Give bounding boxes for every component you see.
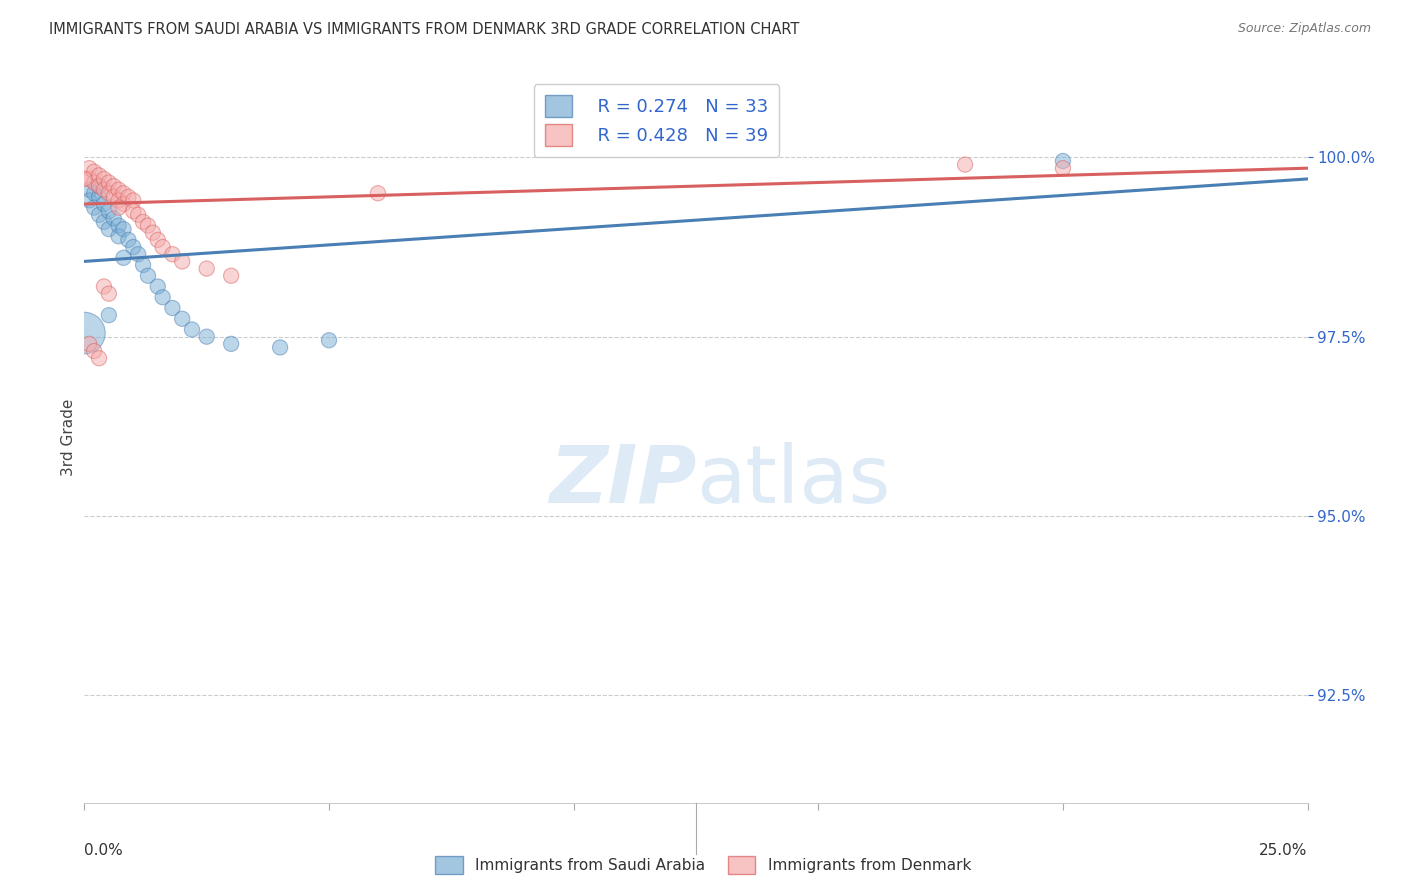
- Point: [97, 204, 120, 219]
- Point: [103, 211, 125, 226]
- Point: [77, 183, 100, 197]
- Point: [117, 190, 139, 204]
- Point: [87, 208, 110, 222]
- Point: [112, 222, 135, 236]
- Text: IMMIGRANTS FROM SAUDI ARABIA VS IMMIGRANTS FROM DENMARK 3RD GRADE CORRELATION CH: IMMIGRANTS FROM SAUDI ARABIA VS IMMIGRAN…: [49, 22, 800, 37]
- Point: [97, 286, 120, 301]
- Point: [117, 233, 139, 247]
- Point: [73, 172, 96, 186]
- Point: [93, 183, 115, 197]
- Point: [83, 186, 105, 201]
- Point: [107, 194, 129, 208]
- Point: [146, 279, 169, 293]
- Point: [953, 158, 976, 172]
- Legend: Immigrants from Saudi Arabia, Immigrants from Denmark: Immigrants from Saudi Arabia, Immigrants…: [429, 850, 977, 880]
- Point: [181, 322, 204, 336]
- Point: [219, 336, 242, 351]
- Point: [132, 258, 155, 272]
- Text: 25.0%: 25.0%: [1260, 843, 1308, 858]
- Point: [103, 179, 125, 194]
- Point: [152, 240, 174, 254]
- Text: 0.0%: 0.0%: [84, 843, 124, 858]
- Point: [112, 186, 135, 201]
- Point: [83, 201, 105, 215]
- Point: [103, 190, 125, 204]
- Point: [97, 308, 120, 322]
- Point: [77, 172, 100, 186]
- Point: [93, 172, 115, 186]
- Point: [219, 268, 242, 283]
- Point: [132, 215, 155, 229]
- Point: [83, 165, 105, 179]
- Point: [122, 194, 145, 208]
- Point: [107, 183, 129, 197]
- Point: [172, 254, 194, 268]
- Point: [83, 176, 105, 190]
- Point: [127, 208, 149, 222]
- Point: [87, 351, 110, 366]
- Point: [97, 176, 120, 190]
- Point: [136, 219, 159, 233]
- Point: [195, 261, 218, 276]
- Point: [136, 268, 159, 283]
- Point: [93, 279, 115, 293]
- Point: [162, 247, 184, 261]
- Point: [195, 329, 218, 343]
- Point: [107, 219, 129, 233]
- Y-axis label: 3rd Grade: 3rd Grade: [60, 399, 76, 475]
- Point: [97, 186, 120, 201]
- Point: [77, 161, 100, 176]
- Point: [122, 240, 145, 254]
- Point: [97, 222, 120, 236]
- Point: [93, 215, 115, 229]
- Point: [142, 226, 165, 240]
- Text: atlas: atlas: [696, 442, 890, 520]
- Point: [87, 179, 110, 194]
- Legend:   R = 0.274   N = 33,   R = 0.428   N = 39: R = 0.274 N = 33, R = 0.428 N = 39: [534, 84, 779, 157]
- Point: [112, 197, 135, 211]
- Point: [269, 341, 291, 355]
- Point: [162, 301, 184, 315]
- Point: [73, 326, 96, 340]
- Point: [122, 204, 145, 219]
- Point: [127, 247, 149, 261]
- Point: [1052, 153, 1074, 168]
- Text: ZIP: ZIP: [548, 442, 696, 520]
- Point: [146, 233, 169, 247]
- Point: [77, 336, 100, 351]
- Point: [107, 229, 129, 244]
- Point: [83, 344, 105, 359]
- Point: [107, 201, 129, 215]
- Point: [152, 290, 174, 304]
- Point: [87, 169, 110, 183]
- Text: Source: ZipAtlas.com: Source: ZipAtlas.com: [1237, 22, 1371, 36]
- Point: [77, 194, 100, 208]
- Point: [112, 251, 135, 265]
- Point: [87, 190, 110, 204]
- Point: [1052, 161, 1074, 176]
- Point: [318, 333, 340, 347]
- Point: [367, 186, 389, 201]
- Point: [93, 197, 115, 211]
- Point: [172, 311, 194, 326]
- Point: [87, 179, 110, 194]
